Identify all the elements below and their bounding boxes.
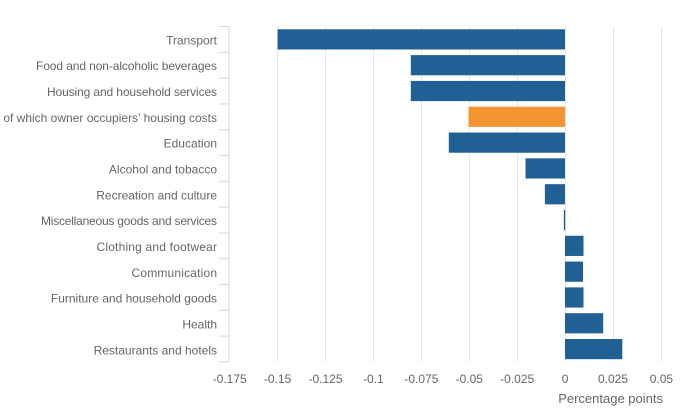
svg-text:Furniture and household goods: Furniture and household goods — [51, 292, 217, 306]
svg-text:-0.175: -0.175 — [213, 372, 247, 386]
svg-text:-0.125: -0.125 — [308, 372, 342, 386]
svg-text:-0.075: -0.075 — [404, 372, 438, 386]
svg-text:-0.1: -0.1 — [363, 372, 384, 386]
svg-text:-0.05: -0.05 — [456, 372, 484, 386]
svg-text:Housing and household services: Housing and household services — [47, 85, 217, 99]
svg-text:of which owner occupiers’ hous: of which owner occupiers’ housing costs — [3, 111, 217, 125]
svg-text:Education: Education — [164, 137, 217, 151]
svg-text:Clothing and footwear: Clothing and footwear — [97, 240, 218, 254]
svg-text:Transport: Transport — [166, 33, 218, 47]
svg-text:Percentage points: Percentage points — [558, 391, 663, 406]
svg-text:0.025: 0.025 — [598, 372, 628, 386]
svg-text:0.05: 0.05 — [650, 372, 674, 386]
svg-text:Alcohol and tobacco: Alcohol and tobacco — [109, 162, 217, 176]
svg-text:-0.025: -0.025 — [500, 372, 534, 386]
svg-text:Health: Health — [182, 317, 217, 331]
svg-text:Restaurants and hotels: Restaurants and hotels — [94, 343, 217, 357]
svg-text:Miscellaneous goods and servic: Miscellaneous goods and services — [41, 214, 217, 228]
svg-text:0: 0 — [562, 372, 569, 386]
svg-text:Recreation and culture: Recreation and culture — [96, 188, 217, 202]
svg-text:-0.15: -0.15 — [264, 372, 292, 386]
svg-text:Food and non-alcoholic beverag: Food and non-alcoholic beverages — [36, 59, 217, 73]
svg-text:Communication: Communication — [132, 266, 218, 280]
